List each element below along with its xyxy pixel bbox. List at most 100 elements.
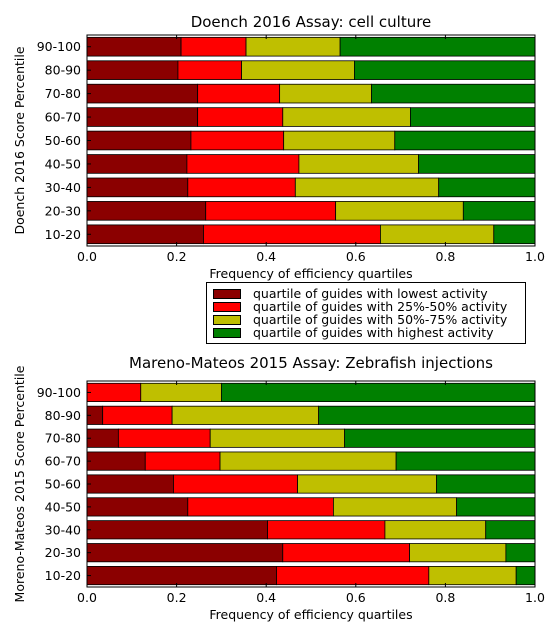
x-axis-label: Frequency of efficiency quartiles [209, 607, 412, 622]
bar-segment [86, 543, 284, 563]
bar-segment [436, 474, 536, 494]
bar-segment [197, 107, 284, 127]
y-tick-label: 40-50 [45, 499, 81, 514]
bar-segment [86, 382, 142, 402]
y-tick-label: 50-60 [45, 477, 81, 492]
y-tick-label: 90-100 [37, 385, 81, 400]
bar-segment [283, 130, 396, 151]
bar-segment [86, 520, 268, 540]
bar-segment [339, 36, 536, 57]
bar-segment [86, 201, 207, 221]
x-tick-label: 1.0 [525, 590, 545, 605]
bar-segment [219, 451, 397, 471]
y-tick-label: 80-90 [45, 408, 81, 423]
x-tick-label: 0.4 [256, 249, 276, 264]
bar-segment [86, 36, 182, 57]
legend-swatch-q3 [213, 315, 241, 325]
y-tick-label: 10-20 [45, 568, 81, 583]
plot-frame [86, 34, 536, 247]
y-tick-label: 20-30 [45, 545, 81, 560]
legend-item: quartile of guides with 25%-50% activity [213, 300, 507, 314]
legend-label: quartile of guides with 50%-75% activity [253, 312, 508, 327]
bar-segment [86, 474, 174, 494]
bar-segment [187, 177, 296, 198]
y-tick-label: 20-30 [45, 203, 81, 218]
bar-segment [171, 405, 320, 425]
bar-segment [344, 428, 536, 448]
x-axis-label: Frequency of efficiency quartiles [209, 266, 412, 281]
bar-segment [505, 543, 536, 563]
bar-segment [180, 36, 247, 57]
x-tick-label: 0.8 [435, 590, 455, 605]
chart-panel-1: 10-20 20-30 30-40 40-50 50-60 60-70 70-80 80-90… [12, 13, 545, 281]
y-axis-label: Moreno-Mateos 2015 Score Percentile [12, 365, 27, 602]
plot-frame [86, 380, 536, 588]
bar-segment [418, 154, 536, 174]
bar-segment [282, 107, 411, 127]
bar-segment [86, 154, 188, 174]
bar-segment [410, 107, 536, 127]
y-tick-label: 50-60 [45, 133, 81, 148]
bar-segment [493, 224, 536, 245]
x-tick-label: 0.6 [346, 249, 366, 264]
y-tick-label: 90-100 [37, 39, 81, 54]
bar-segment [117, 428, 211, 448]
chart-legend: quartile of guides with lowest activity … [206, 282, 526, 344]
legend-label: quartile of guides with highest activity [253, 325, 494, 340]
bar-segment [332, 497, 457, 517]
chart-title: Mareno-Mateos 2015 Assay: Zebrafish inje… [129, 354, 493, 372]
bar-segment [102, 405, 173, 425]
bar-segment [428, 566, 517, 586]
bar-segment [245, 36, 341, 57]
y-tick-label: 40-50 [45, 156, 81, 171]
x-tick-label: 0.2 [167, 249, 187, 264]
chart-panel-2: 10-20 20-30 30-40 40-50 50-60 60-70 70-80 80-90… [12, 354, 545, 622]
bar-segment [186, 154, 300, 174]
bar-segment [86, 451, 146, 471]
bar-segment [384, 520, 487, 540]
bar-segment [86, 60, 179, 80]
x-tick-label: 0.0 [77, 590, 97, 605]
legend-swatch-q2 [213, 302, 241, 312]
legend-swatch-lowest [213, 289, 241, 299]
x-tick-label: 0.8 [435, 249, 455, 264]
bar-segment [394, 130, 536, 151]
y-tick-label: 60-70 [45, 454, 81, 469]
y-tick-label: 70-80 [45, 431, 81, 446]
bar-segment [297, 474, 437, 494]
bar-segment [318, 405, 536, 425]
bar-segment [515, 566, 536, 586]
legend-item: quartile of guides with highest activity [213, 326, 494, 340]
bar-segment [438, 177, 536, 198]
bar-segment [409, 543, 507, 563]
bar-segment [197, 83, 281, 104]
x-tick-label: 1.0 [525, 249, 545, 264]
x-tick-label: 0.0 [77, 249, 97, 264]
bar-segment [294, 177, 440, 198]
bar-segment [395, 451, 536, 471]
y-axis-label: Doench 2016 Score Percentile [12, 46, 27, 234]
bar-segment [354, 60, 536, 80]
bar-segment [462, 201, 536, 221]
bar-segment [209, 428, 345, 448]
bar-segment [203, 224, 381, 245]
bar-segment [279, 83, 372, 104]
x-tick-label: 0.6 [346, 590, 366, 605]
bar-segment [298, 154, 419, 174]
bar-segment [86, 428, 119, 448]
y-tick-label: 70-80 [45, 86, 81, 101]
legend-label: quartile of guides with 25%-50% activity [253, 299, 508, 314]
x-tick-label: 0.4 [256, 590, 276, 605]
legend-item: quartile of guides with lowest activity [213, 287, 488, 301]
bar-segment [177, 60, 242, 80]
bar-segment [86, 497, 189, 517]
legend-item: quartile of guides with 50%-75% activity [213, 313, 507, 327]
bar-segment [86, 130, 192, 151]
y-tick-label: 30-40 [45, 180, 81, 195]
bar-segment [205, 201, 337, 221]
y-tick-label: 60-70 [45, 110, 81, 125]
bar-segment [86, 107, 199, 127]
bar-segment [187, 497, 334, 517]
bar-segment [86, 224, 204, 245]
bar-segment [371, 83, 536, 104]
